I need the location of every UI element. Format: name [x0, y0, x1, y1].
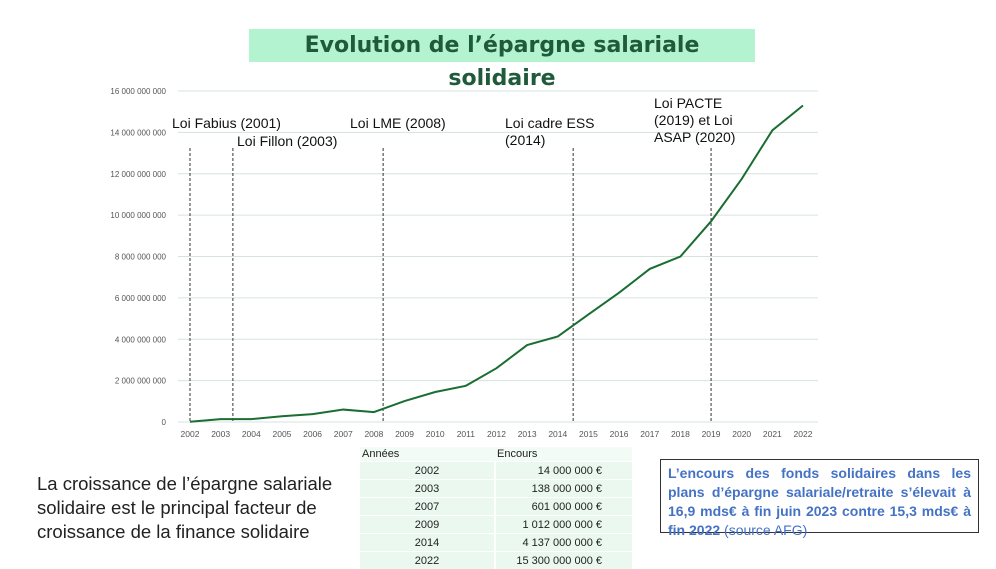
annotation-label: Loi Fabius (2001)	[172, 115, 281, 131]
annotation-label: ASAP (2020)	[654, 129, 735, 145]
annotation-label: Loi LME (2008)	[350, 115, 446, 131]
y-tick-label: 8 000 000 000	[115, 253, 167, 262]
y-tick-label: 2 000 000 000	[115, 377, 167, 386]
x-tick-label: 2012	[487, 429, 506, 439]
x-tick-label: 2002	[181, 429, 200, 439]
x-tick-label: 2003	[211, 429, 230, 439]
info-box: L’encours des fonds solidaires dans les …	[660, 459, 979, 533]
y-tick-label: 0	[162, 418, 167, 427]
y-tick-label: 16 000 000 000	[110, 87, 166, 96]
x-tick-label: 2016	[610, 429, 629, 439]
x-tick-label: 2009	[395, 429, 414, 439]
table-cell-year: 2022	[360, 552, 495, 569]
table-cell-encours: 4 137 000 000 €	[495, 534, 632, 552]
table-cell-year: 2007	[360, 498, 495, 516]
y-tick-label: 14 000 000 000	[110, 128, 166, 137]
x-tick-label: 2017	[640, 429, 659, 439]
table-cell-year: 2014	[360, 534, 495, 552]
table-cell-encours: 15 300 000 000 €	[495, 552, 632, 569]
x-tick-label: 2010	[426, 429, 445, 439]
x-tick-label: 2005	[272, 429, 291, 439]
x-tick-label: 2007	[334, 429, 353, 439]
table-cell-encours: 138 000 000 €	[495, 480, 632, 498]
table-cell-encours: 14 000 000 €	[495, 462, 632, 480]
x-tick-label: 2018	[671, 429, 690, 439]
x-tick-label: 2019	[702, 429, 721, 439]
table-cell-encours: 1 012 000 000 €	[495, 516, 632, 534]
x-tick-label: 2014	[548, 429, 567, 439]
x-tick-label: 2015	[579, 429, 598, 439]
annotation-label: Loi Fillon (2003)	[237, 133, 337, 149]
y-tick-label: 10 000 000 000	[110, 211, 166, 220]
annotation-label: (2014)	[505, 132, 545, 148]
table-cell-year: 2009	[360, 516, 495, 534]
table-cell-year: 2003	[360, 480, 495, 498]
x-tick-label: 2004	[242, 429, 261, 439]
annotation-label: Loi PACTE	[654, 95, 722, 111]
x-tick-label: 2006	[303, 429, 322, 439]
info-box-source: (source AFG)	[720, 522, 807, 538]
x-tick-label: 2022	[794, 429, 813, 439]
y-tick-label: 6 000 000 000	[115, 294, 167, 303]
x-tick-label: 2021	[763, 429, 782, 439]
table-header-years: Années	[360, 447, 495, 462]
x-tick-label: 2020	[732, 429, 751, 439]
lead-text: La croissance de l’épargne salariale sol…	[37, 472, 357, 544]
x-tick-label: 2013	[518, 429, 537, 439]
x-tick-label: 2011	[457, 429, 476, 439]
x-tick-label: 2008	[364, 429, 383, 439]
annotation-label: Loi cadre ESS	[505, 115, 595, 131]
annotation-label: (2019) et Loi	[654, 112, 733, 128]
table-cell-year: 2002	[360, 462, 495, 480]
line-chart: 0 2 000 000 000 4 000 000 000 6 000 000 000…	[0, 0, 996, 445]
table-cell-encours: 601 000 000 €	[495, 498, 632, 516]
info-box-text: L’encours des fonds solidaires dans les …	[668, 465, 971, 538]
y-tick-label: 12 000 000 000	[110, 170, 166, 179]
y-tick-label: 4 000 000 000	[115, 335, 167, 344]
table-header-encours: Encours	[495, 447, 632, 462]
